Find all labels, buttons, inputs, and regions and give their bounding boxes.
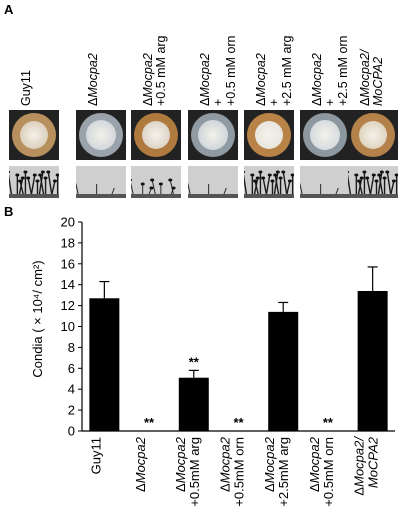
bar-5 bbox=[268, 311, 299, 431]
conidiophore-micrograph-5 bbox=[244, 166, 294, 198]
strain-label-5-line-3: +2.5 mM orn bbox=[336, 35, 350, 106]
bar-7 bbox=[357, 290, 388, 431]
colony-plate-4 bbox=[188, 110, 238, 160]
x-label-6-line-1: ΔMocpa2 bbox=[307, 436, 322, 492]
x-label-2-line-1: ΔMocpa2 bbox=[133, 436, 148, 492]
strain-label-4-line-3: +2.5 mM arg bbox=[280, 35, 294, 106]
y-tick-label-18: 18 bbox=[61, 235, 75, 250]
y-tick-label-2: 2 bbox=[68, 403, 75, 418]
x-label-6-line-2: +0.5mM orn bbox=[321, 437, 336, 507]
strain-label-0-line-1: Guy11 bbox=[19, 70, 33, 106]
y-tick-label-10: 10 bbox=[61, 319, 75, 334]
strain-label-5-line-1: ΔMocpa2 bbox=[310, 53, 324, 106]
x-label-7-line-1: ΔMocpa2/ bbox=[352, 436, 367, 496]
y-tick-label-6: 6 bbox=[68, 361, 75, 376]
y-tick-label-12: 12 bbox=[61, 298, 75, 313]
colony-plate-6 bbox=[300, 110, 350, 160]
bars: ** ** ** ** bbox=[89, 266, 388, 431]
significance-marker-6: ** bbox=[323, 415, 334, 430]
colony-plate-1 bbox=[9, 110, 59, 160]
colony-plate-7 bbox=[348, 110, 398, 160]
panel-b-label: B bbox=[4, 204, 14, 219]
strain-label-6-line-2: MoCPA2 bbox=[371, 57, 385, 106]
bar-3 bbox=[178, 377, 209, 431]
strain-label-3-line-3: +0.5 mM orn bbox=[224, 35, 238, 106]
strain-label-4-line-2: + bbox=[267, 99, 281, 106]
y-tick-label-4: 4 bbox=[68, 382, 75, 397]
strain-label-2-line-2: +0.5 mM arg bbox=[154, 35, 168, 106]
colony-plate-2 bbox=[76, 110, 126, 160]
conidiophore-micrograph-7 bbox=[348, 166, 398, 198]
y-tick-label-20: 20 bbox=[61, 215, 75, 230]
bar-1 bbox=[89, 298, 120, 431]
strain-label-1-line-1: ΔMocpa2 bbox=[86, 53, 100, 106]
panel-a-label: A bbox=[4, 2, 14, 17]
x-label-3-line-2: +0.5mM arg bbox=[187, 437, 202, 507]
strain-label-6-line-1: ΔMocpa2/ bbox=[358, 48, 372, 106]
y-tick-label-16: 16 bbox=[61, 256, 75, 271]
colony-plate-3 bbox=[131, 110, 181, 160]
significance-marker-4: ** bbox=[233, 415, 244, 430]
strain-label-3-line-2: + bbox=[211, 99, 225, 106]
conidiophore-micrograph-4 bbox=[188, 166, 238, 198]
x-label-4-line-2: +0.5mM orn bbox=[232, 437, 247, 507]
conidiophore-micrograph-3 bbox=[131, 166, 181, 198]
conidiophore-micrograph-2 bbox=[76, 166, 126, 198]
y-axis: 0 2 4 6 8 10 12 14 16 18 20 bbox=[61, 215, 395, 439]
x-label-5-line-2: +2.5mM arg bbox=[276, 437, 291, 507]
conidiophore-micrograph-1 bbox=[9, 166, 59, 198]
strain-label-3-line-1: ΔMocpa2 bbox=[198, 53, 212, 106]
x-label-4-line-1: ΔMocpa2 bbox=[218, 436, 233, 492]
conidiophore-micrograph-6 bbox=[300, 166, 350, 198]
strain-label-2-line-1: ΔMocpa2 bbox=[141, 53, 155, 106]
x-label-7-line-2: MoCPA2 bbox=[366, 436, 381, 488]
x-label-5-line-1: ΔMocpa2 bbox=[262, 436, 277, 492]
y-tick-label-0: 0 bbox=[68, 424, 75, 439]
x-label-3-line-1: ΔMocpa2 bbox=[173, 436, 188, 492]
y-tick-label-8: 8 bbox=[68, 340, 75, 355]
strain-label-5-line-2: + bbox=[323, 99, 337, 106]
significance-marker-3: ** bbox=[189, 354, 200, 369]
y-axis-label: Condia ( × 10⁴/ cm²) bbox=[30, 260, 45, 377]
strain-label-4-line-1: ΔMocpa2 bbox=[254, 53, 268, 106]
x-label-1-line-1: Guy11 bbox=[88, 437, 103, 474]
colony-plate-5 bbox=[244, 110, 294, 160]
y-tick-label-14: 14 bbox=[61, 277, 75, 292]
significance-marker-2: ** bbox=[144, 415, 155, 430]
conidia-bar-chart: Condia ( × 10⁴/ cm²) 0 2 4 6 8 10 12 14 16 18 20 *… bbox=[30, 215, 395, 507]
